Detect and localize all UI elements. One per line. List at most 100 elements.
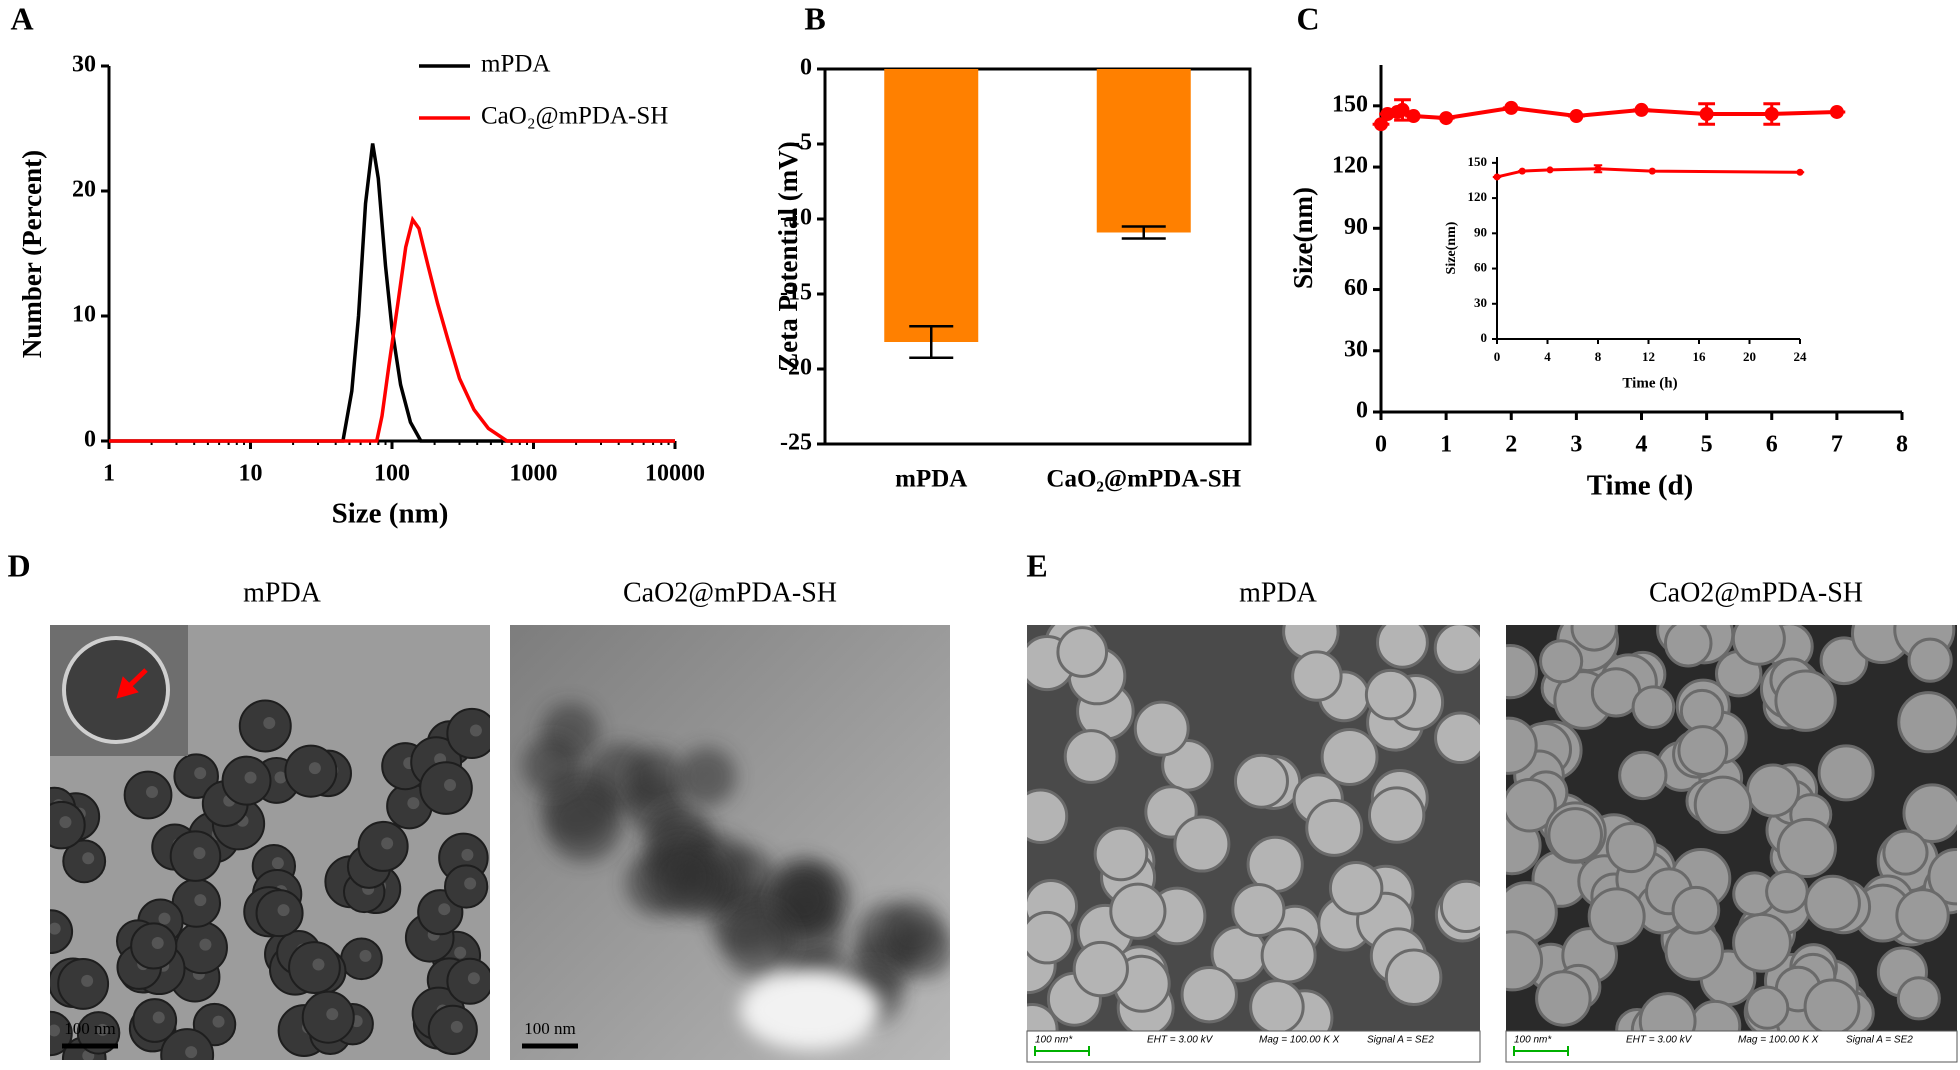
- info-text: 100 nm*: [1514, 1035, 1552, 1046]
- particle: [1547, 807, 1603, 863]
- particle: [1774, 669, 1837, 732]
- info-strip: [1505, 1030, 1958, 1063]
- error-bar: [1121, 225, 1166, 240]
- particle: [1133, 700, 1190, 757]
- data-point: [1796, 168, 1804, 176]
- data-point: [1569, 109, 1584, 124]
- y-tick-label: 0: [800, 55, 812, 81]
- y-tick-label: 150: [1468, 154, 1488, 169]
- particle-pore: [193, 847, 206, 860]
- data-point: [1406, 109, 1421, 124]
- particle: [1109, 882, 1167, 940]
- micrograph: [1027, 625, 1480, 1062]
- particle-pore: [244, 771, 257, 784]
- data-point: [1764, 106, 1779, 121]
- info-text: 100 nm*: [1035, 1035, 1073, 1046]
- particle: [1506, 778, 1557, 833]
- particle: [1902, 783, 1957, 844]
- bright-region: [740, 970, 880, 1050]
- particle: [446, 707, 490, 760]
- particle: [522, 736, 581, 795]
- data-point: [1518, 167, 1526, 175]
- y-tick-label: 30: [1344, 336, 1368, 362]
- particle: [1803, 978, 1861, 1036]
- y-tick-label: 120: [1332, 153, 1368, 179]
- particle: [1731, 625, 1786, 666]
- y-axis-label: Zeta Potential (mV): [773, 141, 803, 370]
- particle-pore: [407, 797, 420, 810]
- particle: [1027, 910, 1074, 965]
- particle: [1897, 691, 1957, 754]
- x-tick-label: 5: [1701, 432, 1713, 458]
- particle: [722, 904, 795, 977]
- y-tick-label: -5: [792, 130, 812, 156]
- x-axis-label: Size (nm): [332, 498, 449, 530]
- particle: [1180, 965, 1238, 1024]
- particle: [446, 957, 490, 1005]
- particle: [1093, 826, 1149, 882]
- particle: [1605, 821, 1657, 874]
- x-tick-label: 0: [1375, 432, 1387, 458]
- y-tick-label: 0: [84, 427, 96, 453]
- x-tick-label: 100: [374, 461, 410, 487]
- y-tick-label: -15: [780, 280, 812, 306]
- y-tick-label: 120: [1468, 189, 1488, 204]
- particle-pore: [158, 912, 171, 925]
- y-tick-label: 0: [1481, 330, 1488, 345]
- particle: [1745, 985, 1790, 1030]
- info-strip: [1026, 1030, 1481, 1063]
- x-tick-label: 16: [1693, 349, 1707, 364]
- panel-label: E: [1026, 547, 1047, 583]
- particle: [626, 748, 685, 807]
- particle: [1173, 815, 1231, 873]
- particle: [1063, 729, 1119, 784]
- particle: [1819, 636, 1869, 686]
- particle: [1231, 883, 1286, 938]
- x-tick-label: mPDA: [895, 466, 967, 493]
- bar: [1096, 69, 1191, 233]
- particle: [1384, 948, 1443, 1006]
- particle: [1570, 625, 1618, 652]
- particle-pore: [82, 852, 95, 865]
- y-axis-label: Number (Percent): [17, 150, 47, 358]
- particle: [1320, 728, 1379, 786]
- y-tick-label: 30: [72, 52, 96, 78]
- series-line: [1496, 167, 1801, 179]
- particle-pore: [194, 767, 207, 780]
- particle-pore: [467, 972, 480, 985]
- particle: [50, 909, 74, 955]
- particle: [1896, 976, 1941, 1021]
- particle: [772, 869, 833, 930]
- particle: [1233, 753, 1289, 809]
- particle: [1671, 885, 1721, 935]
- inset-arrow: [116, 668, 148, 699]
- particle-pore: [359, 949, 372, 962]
- x-tick-label: 0: [1494, 349, 1501, 364]
- bar: [884, 69, 979, 342]
- data-point: [1493, 173, 1501, 181]
- y-tick-label: 90: [1474, 224, 1487, 239]
- particle-pore: [469, 724, 482, 737]
- particle: [1056, 626, 1109, 678]
- data-point: [1594, 165, 1602, 173]
- particle-pore: [308, 762, 321, 775]
- particle-pore: [50, 1024, 61, 1037]
- particle: [1376, 625, 1429, 669]
- data-point: [1648, 167, 1656, 175]
- x-axis-label: Time (d): [1587, 470, 1694, 502]
- y-tick-label: 30: [1474, 295, 1487, 310]
- x-tick-label: 3: [1570, 432, 1582, 458]
- x-tick-label: 7: [1831, 432, 1843, 458]
- micrograph: [510, 625, 950, 1060]
- particle-pore: [199, 938, 212, 951]
- particle: [1927, 847, 1957, 906]
- y-tick-label: 90: [1344, 214, 1368, 240]
- particle: [1260, 927, 1317, 984]
- particle-pore: [464, 877, 477, 890]
- micrograph: [1506, 625, 1957, 1062]
- y-axis-label: Size(nm): [1444, 221, 1459, 274]
- data-point: [1504, 100, 1519, 115]
- particle: [677, 747, 737, 807]
- particle: [1367, 786, 1426, 844]
- image-title: mPDA: [1239, 577, 1318, 608]
